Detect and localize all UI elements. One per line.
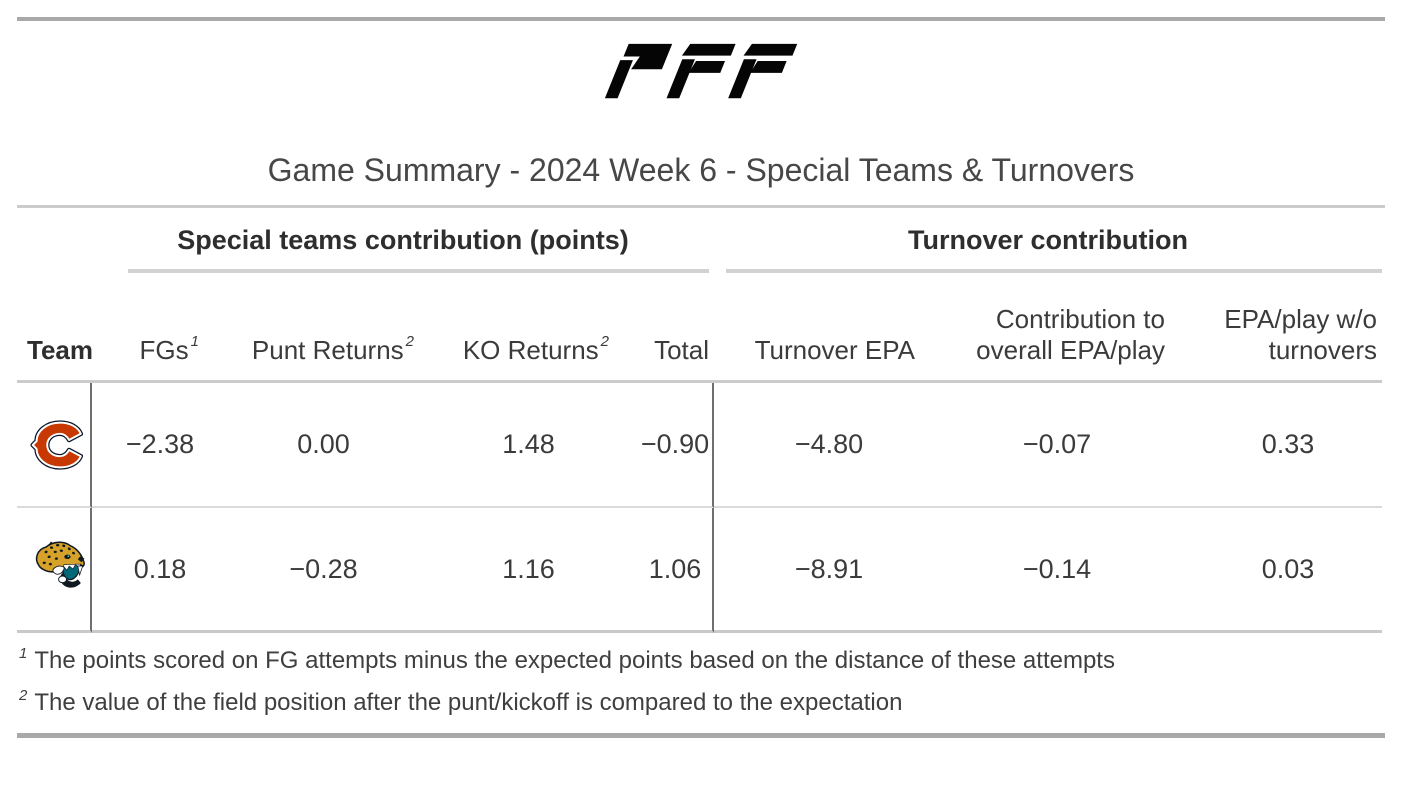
cell-bears-turnover-epa: −4.80 — [714, 383, 920, 508]
page-title: Game Summary - 2024 Week 6 - Special Tea… — [267, 152, 1135, 188]
jaguars-logo-icon — [35, 541, 85, 588]
bottom-rule — [17, 733, 1385, 738]
footnote-1: 1 The points scored on FG attempts minus … — [19, 645, 1385, 675]
title-rule — [17, 205, 1385, 208]
column-header-total: Total — [614, 273, 714, 383]
column-header-epa-wo-turnovers: EPA/play w/o turnovers — [1170, 273, 1382, 383]
group-header-special-teams-label: Special teams contribution (points) — [177, 225, 629, 255]
footnote-1-text: The points scored on FG attempts minus t… — [34, 647, 1115, 674]
footnote-ref-1: 1 — [190, 333, 199, 351]
column-header-ko-returns-label: KO Returns 2 — [462, 333, 609, 366]
column-header-punt-returns: Punt Returns 2 — [204, 273, 419, 383]
cell-jaguars-total: 1.06 — [614, 508, 714, 633]
column-header-epa-wo-turnovers-label: EPA/play w/o turnovers — [1224, 303, 1377, 366]
column-header-turnover-epa: Turnover EPA — [714, 273, 920, 383]
column-header-turnover-epa-label: Turnover EPA — [754, 335, 915, 366]
cell-bears-punt-returns: 0.00 — [204, 383, 419, 508]
group-header-turnover: Turnover contribution — [714, 208, 1382, 273]
group-underline-right — [726, 269, 1382, 273]
footnote-1-marker: 1 — [19, 645, 28, 662]
column-header-total-label: Total — [654, 335, 709, 366]
pff-game-summary-card: Game Summary - 2024 Week 6 - Special Tea… — [0, 17, 1402, 789]
cell-bears-ko-returns: 1.48 — [419, 383, 614, 508]
footnote-ref-2b: 2 — [600, 333, 609, 351]
pff-logo-icon — [604, 43, 798, 99]
group-header-spacer — [17, 208, 92, 273]
bears-logo-icon — [30, 419, 84, 470]
footnotes: 1 The points scored on FG attempts minus … — [17, 645, 1385, 717]
cell-bears-total: −0.90 — [614, 383, 714, 508]
cell-jaguars-ko-returns: 1.16 — [419, 508, 614, 633]
table-row-bears-team — [17, 383, 92, 508]
group-header-turnover-label: Turnover contribution — [908, 225, 1188, 255]
cell-bears-contribution: −0.07 — [920, 383, 1170, 508]
cell-jaguars-fgs: 0.18 — [92, 508, 204, 633]
group-header-special-teams: Special teams contribution (points) — [92, 208, 714, 273]
cell-bears-fgs: −2.38 — [92, 383, 204, 508]
column-header-team-label: Team — [27, 335, 93, 366]
column-header-contribution-label: Contribution to overall EPA/play — [976, 303, 1165, 366]
footnote-2: 2 The value of the field position after t… — [19, 687, 1385, 717]
column-header-team: Team — [17, 273, 93, 383]
cell-bears-epa-wo: 0.33 — [1170, 383, 1382, 508]
column-header-punt-returns-label: Punt Returns 2 — [251, 333, 414, 366]
cell-jaguars-turnover-epa: −8.91 — [714, 508, 920, 633]
footnote-2-text: The value of the field position after th… — [34, 689, 903, 716]
column-header-ko-returns: KO Returns 2 — [419, 273, 614, 383]
column-header-contribution: Contribution to overall EPA/play — [920, 273, 1170, 383]
cell-jaguars-epa-wo: 0.03 — [1170, 508, 1382, 633]
column-header-fgs: FGs 1 — [92, 273, 204, 383]
top-rule — [17, 17, 1385, 21]
table-row-jaguars-team — [17, 508, 92, 633]
group-underline-left — [128, 269, 709, 273]
footnote-ref-2: 2 — [405, 333, 414, 351]
cell-jaguars-punt-returns: −0.28 — [204, 508, 419, 633]
summary-table: Special teams contribution (points) Turn… — [17, 208, 1385, 633]
footnote-2-marker: 2 — [19, 687, 28, 704]
column-header-fgs-label: FGs 1 — [139, 333, 199, 366]
cell-jaguars-contribution: −0.14 — [920, 508, 1170, 633]
pff-logo — [17, 42, 1385, 100]
